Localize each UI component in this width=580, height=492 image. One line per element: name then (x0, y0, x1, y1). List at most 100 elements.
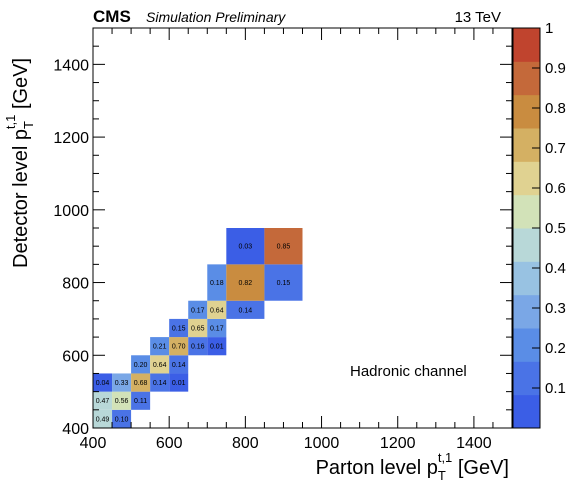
y-tick-label: 1400 (53, 57, 89, 74)
colorbar-tick-label: 0.5 (545, 220, 566, 237)
energy-label: 13 TeV (455, 9, 501, 26)
x-axis-title-unit: [GeV] (452, 457, 509, 479)
colorbar-segment (513, 261, 540, 296)
cell-value-label: 0.64 (210, 307, 224, 314)
axis-ticks: 400 600 800 1000 1200 1400 400 600 800 1000 1200 14… (53, 27, 513, 452)
cell-value-label: 0.56 (115, 398, 129, 405)
x-tick-label: 800 (232, 435, 259, 452)
colorbar-segment (513, 294, 540, 329)
cell-value-label: 0.11 (134, 398, 147, 405)
colorbar-tick-label: 0.1 (545, 380, 566, 397)
colorbar-segment (513, 228, 540, 262)
colorbar-segment (513, 361, 540, 396)
heatmap-cell (188, 337, 208, 356)
x-axis-title-sup: t,1 (438, 450, 452, 465)
heatmap-cells: 0.49 0.10 0.47 0.56 0.11 0.04 0.33 0.68 0.14 0.01… (93, 228, 303, 428)
cell-value-label: 0.33 (115, 380, 129, 387)
cell-value-label: 0.04 (96, 380, 110, 387)
colorbar: 0.1 0.2 0.3 0.4 0.5 0.6 0.7 0.8 0.9 1 (512, 20, 566, 429)
y-axis-title-sup: t,1 (3, 115, 18, 129)
heatmap-cell (207, 264, 227, 301)
colorbar-segment (513, 94, 540, 129)
y-axis-title-sub: T (21, 121, 36, 129)
channel-annotation: Hadronic channel (350, 363, 467, 380)
cell-value-label: 0.49 (96, 416, 110, 423)
cell-value-label: 0.21 (153, 344, 167, 351)
colorbar-tick-label: 0.8 (545, 100, 566, 117)
x-axis-title-main: Parton level p (316, 457, 438, 479)
colorbar-segment (513, 28, 540, 62)
cms-label: CMS (93, 7, 131, 26)
y-tick-label: 1200 (53, 130, 89, 147)
heatmap-cell (207, 300, 227, 319)
x-axis-title: Parton level pTt,1 [GeV] (316, 450, 509, 483)
heatmap-cell (112, 409, 132, 428)
colorbar-tick-label: 0.4 (545, 260, 566, 277)
heatmap-cell (207, 337, 227, 356)
x-tick-label: 1200 (380, 435, 416, 452)
cell-value-label: 0.68 (134, 380, 148, 387)
heatmap-cell (112, 373, 132, 392)
cell-value-label: 0.14 (153, 380, 167, 387)
y-tick-label: 400 (62, 421, 89, 438)
colorbar-tick-label: 0.3 (545, 300, 566, 317)
heatmap-cell (93, 373, 113, 392)
heatmap-cell (226, 228, 265, 265)
cell-value-label: 0.18 (210, 280, 224, 287)
heatmap-cell (93, 409, 113, 428)
colorbar-tick-label: 0.9 (545, 60, 566, 77)
colorbar-segment (513, 328, 540, 362)
cell-value-label: 0.01 (210, 344, 224, 351)
heatmap-cell (131, 391, 151, 410)
cell-value-label: 0.47 (96, 398, 110, 405)
y-axis-title-main: Detector level p (10, 129, 32, 268)
colorbar-tick-label: 0.7 (545, 140, 566, 157)
colorbar-tick-label: 0.2 (545, 340, 566, 357)
x-tick-label: 400 (80, 435, 107, 452)
cell-value-label: 0.14 (239, 307, 253, 314)
heatmap-cell (188, 300, 208, 319)
heatmap-cell (169, 318, 189, 338)
y-tick-label: 600 (62, 348, 89, 365)
x-tick-label: 1400 (456, 435, 492, 452)
y-tick-label: 800 (62, 276, 89, 293)
x-tick-label: 600 (156, 435, 183, 452)
heatmap-cell (169, 355, 189, 374)
heatmap-cell (131, 373, 151, 392)
colorbar-segment (513, 161, 540, 196)
heatmap-cell (264, 228, 303, 265)
colorbar-tick-label: 0.6 (545, 180, 566, 197)
cell-value-label: 0.15 (172, 326, 186, 333)
heatmap-cell (207, 318, 227, 338)
colorbar-tick-label: 1 (545, 20, 553, 37)
heatmap-cell (169, 337, 189, 356)
colorbar-segment (513, 194, 540, 229)
cell-value-label: 0.01 (172, 380, 186, 387)
heatmap-cell (264, 264, 303, 301)
cell-value-label: 0.14 (172, 362, 186, 369)
y-axis-title: Detector level pTt,1 [GeV] (3, 58, 36, 268)
heatmap-cell (131, 355, 151, 374)
x-axis-title-sub: T (438, 468, 446, 483)
cell-value-label: 0.16 (191, 344, 205, 351)
cell-value-label: 0.64 (153, 362, 167, 369)
heatmap-cell (188, 318, 208, 338)
cell-value-label: 0.03 (239, 244, 253, 251)
heatmap-cell (150, 373, 170, 392)
heatmap-cell (150, 337, 170, 356)
status-label: Simulation Preliminary (146, 9, 286, 25)
cell-value-label: 0.20 (134, 362, 148, 369)
cell-value-label: 0.17 (191, 307, 205, 314)
cell-value-label: 0.10 (115, 416, 129, 423)
heatmap-cell (112, 391, 132, 410)
heatmap-cell (150, 355, 170, 374)
x-tick-label: 1000 (304, 435, 340, 452)
cell-value-label: 0.15 (277, 280, 291, 287)
y-axis-title-unit: [GeV] (10, 58, 32, 115)
colorbar-segment (513, 128, 540, 162)
y-tick-label: 1000 (53, 203, 89, 220)
heatmap-cell (226, 264, 265, 301)
heatmap-cell (226, 300, 265, 319)
heatmap-cell (93, 391, 113, 410)
